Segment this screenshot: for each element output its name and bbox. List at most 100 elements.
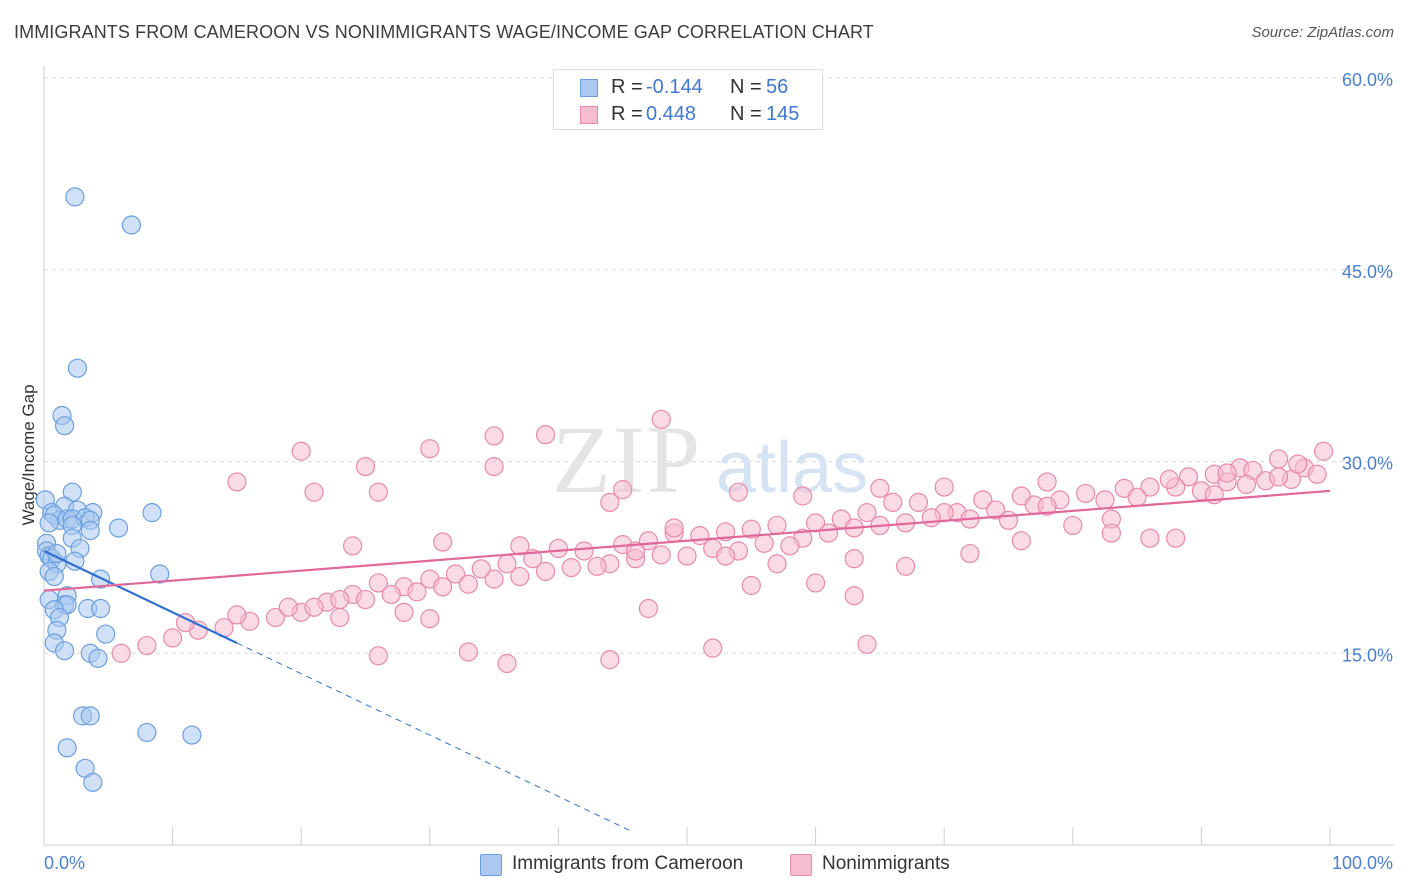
data-point xyxy=(1236,474,1257,495)
data-point xyxy=(638,531,659,551)
data-point xyxy=(65,187,85,207)
source-label: Source: ZipAtlas.com xyxy=(1251,24,1394,41)
data-point xyxy=(1159,469,1179,489)
data-point xyxy=(1140,477,1160,497)
data-point xyxy=(767,554,787,574)
data-point xyxy=(484,457,504,477)
data-point xyxy=(304,597,324,617)
y-tick-label: 30.0% xyxy=(1342,454,1393,474)
data-point xyxy=(986,500,1006,520)
data-point xyxy=(433,577,453,597)
data-point xyxy=(960,543,980,564)
data-point xyxy=(1037,496,1057,516)
data-point xyxy=(548,538,569,559)
data-point xyxy=(728,482,749,502)
r-value: 0.448 xyxy=(646,103,697,125)
data-point xyxy=(1313,441,1334,461)
data-point xyxy=(80,706,100,726)
data-point xyxy=(1268,467,1289,487)
series-nonimmigrants xyxy=(111,409,1334,674)
n-value: 145 xyxy=(766,103,800,125)
data-point xyxy=(921,508,941,528)
data-point xyxy=(108,518,129,538)
data-point xyxy=(908,492,929,513)
trendline-cameroon xyxy=(43,549,238,645)
data-point xyxy=(1307,464,1327,484)
data-point xyxy=(818,523,839,543)
data-point xyxy=(304,482,324,502)
data-point xyxy=(535,425,556,445)
legend: Immigrants from Cameroon Nonimmigrants xyxy=(0,850,1406,880)
data-point xyxy=(1127,487,1147,507)
data-point xyxy=(973,490,993,510)
data-point xyxy=(227,605,247,625)
series-immigrants-from-cameroon xyxy=(35,187,202,792)
data-point xyxy=(265,607,286,628)
data-point xyxy=(1268,449,1289,469)
data-point xyxy=(805,573,826,593)
data-point xyxy=(535,561,556,582)
y-tick-label: 15.0% xyxy=(1342,645,1393,665)
data-point xyxy=(574,541,594,561)
data-point xyxy=(394,602,414,622)
watermark: ZIP atlas xyxy=(552,406,868,513)
trendline-cameroon-extension xyxy=(236,642,630,831)
data-point xyxy=(896,556,916,576)
data-point xyxy=(137,722,157,743)
data-point xyxy=(1166,528,1186,548)
y-tick-label: 60.0% xyxy=(1342,70,1393,90)
legend-swatch-blue xyxy=(480,854,502,876)
data-point xyxy=(934,477,954,497)
data-point xyxy=(883,492,903,513)
y-tick-labels: 15.0% 30.0% 45.0% 60.0% xyxy=(1342,70,1393,665)
data-point xyxy=(355,457,376,477)
data-point xyxy=(741,575,761,596)
data-point xyxy=(355,589,376,610)
data-point xyxy=(625,541,646,561)
data-point xyxy=(111,643,131,663)
data-point xyxy=(741,519,761,539)
data-point xyxy=(83,772,103,792)
data-point xyxy=(1095,490,1115,510)
data-point xyxy=(1011,531,1031,551)
y-axis-label: Wage/Income Gap xyxy=(19,384,38,525)
data-point xyxy=(420,609,440,629)
data-point xyxy=(844,586,864,606)
x-tick-labels: 0.0% 100.0% xyxy=(44,853,1393,873)
data-point xyxy=(471,559,491,579)
data-point xyxy=(1063,515,1083,536)
data-point xyxy=(458,574,478,594)
trendline-nonimmigrants xyxy=(43,489,1331,592)
trendlines xyxy=(43,489,1331,831)
data-point xyxy=(1101,523,1121,543)
r-value: -0.144 xyxy=(646,76,703,98)
data-point xyxy=(754,533,774,553)
n-label: N = xyxy=(730,103,762,125)
x-tick-label: 100.0% xyxy=(1332,853,1393,873)
data-point xyxy=(998,510,1019,530)
data-point xyxy=(844,549,864,569)
data-point xyxy=(39,513,59,533)
data-point xyxy=(368,573,388,593)
data-point xyxy=(715,546,736,566)
data-point xyxy=(407,582,427,602)
r-label: R = xyxy=(611,103,643,125)
data-point xyxy=(1178,467,1199,487)
gridlines xyxy=(44,77,1394,654)
axes xyxy=(43,66,1394,846)
data-point xyxy=(368,646,388,666)
chart-title: IMMIGRANTS FROM CAMEROON VS NONIMMIGRANT… xyxy=(14,22,874,42)
data-point xyxy=(780,536,800,556)
data-point xyxy=(330,589,350,610)
data-point xyxy=(121,215,142,235)
data-point xyxy=(715,522,736,542)
data-point xyxy=(857,503,877,523)
data-point xyxy=(703,638,723,658)
stats-row-nonimmigrants: R = 0.448 N = 145 xyxy=(554,101,822,129)
data-point xyxy=(137,635,157,656)
data-point xyxy=(67,358,88,378)
data-point xyxy=(651,409,671,429)
data-point xyxy=(587,556,607,576)
data-point xyxy=(664,518,684,538)
